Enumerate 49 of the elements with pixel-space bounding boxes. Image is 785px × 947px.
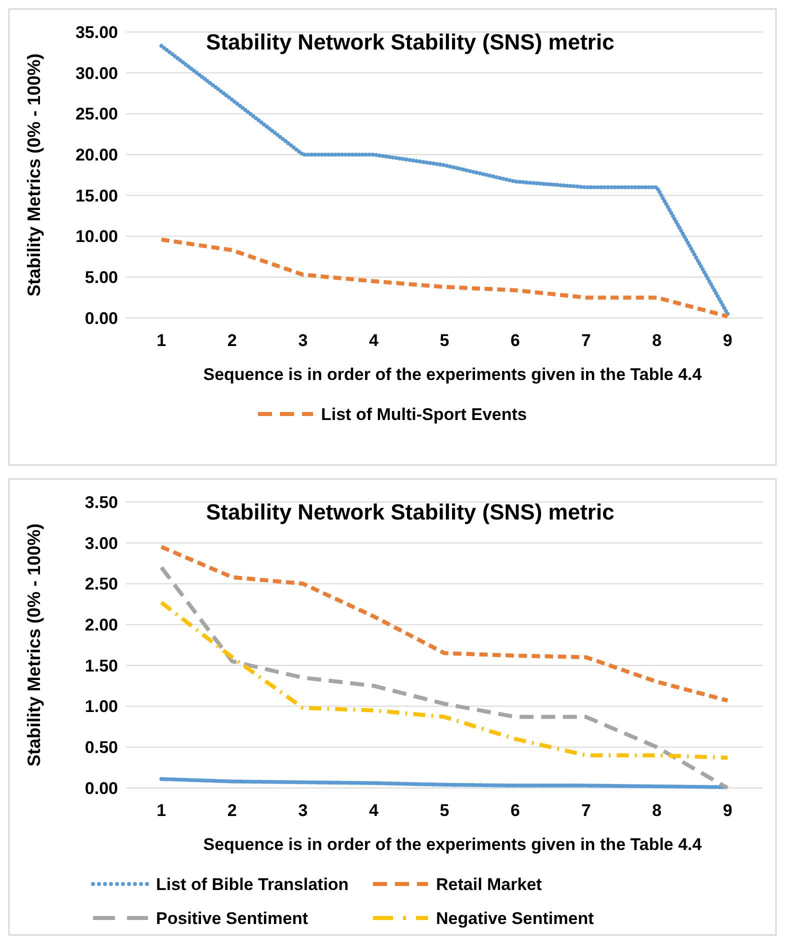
x-tick-label: 5 [440, 331, 450, 350]
x-tick-label: 4 [368, 331, 379, 350]
y-tick-label: 2.00 [84, 616, 118, 635]
y-tick-label: 20.00 [75, 146, 118, 165]
x-tick-label: 2 [227, 801, 237, 820]
chart-title: Stability Network Stability (SNS) metric [206, 30, 614, 55]
x-tick-label: 1 [156, 331, 166, 350]
x-tick-label: 8 [652, 801, 662, 820]
y-tick-label: 25.00 [75, 104, 118, 124]
x-tick-label: 3 [298, 801, 308, 820]
x-tick-label: 7 [581, 331, 591, 350]
line-series [159, 544, 730, 703]
x-tick-label: 9 [722, 331, 732, 350]
y-tick-label: 2.50 [84, 574, 118, 594]
y-tick-label: 15.00 [75, 186, 118, 206]
line-series [159, 600, 730, 760]
x-tick-label: 6 [510, 801, 520, 820]
x-tick-label: 4 [368, 801, 379, 820]
y-tick-label: 0.50 [84, 738, 118, 758]
legend-label: Positive Sentiment [156, 908, 308, 928]
line-series [159, 565, 730, 790]
legend-label: Retail Market [436, 874, 542, 894]
x-tick-label: 6 [510, 331, 520, 350]
y-tick-label: 1.50 [84, 656, 118, 676]
x-axis-title: Sequence is in order of the experiments given in the Table 4.4 [203, 835, 702, 854]
x-tick-label: 9 [722, 801, 732, 820]
legend-label: Negative Sentiment [436, 908, 594, 928]
y-axis-title: Stability Metrics (0% - 100%) [24, 523, 44, 767]
y-tick-label: 35.00 [75, 22, 118, 42]
legend-label: List of Multi-Sport Events [321, 404, 527, 424]
x-tick-label: 5 [440, 801, 450, 820]
chart-title: Stability Network Stability (SNS) metric [206, 500, 614, 525]
x-axis-title: Sequence is in order of the experiments given in the Table 4.4 [203, 365, 702, 384]
y-tick-label: 0.00 [84, 778, 118, 798]
y-tick-label: 3.50 [84, 492, 118, 512]
x-tick-label: 7 [581, 801, 591, 820]
line-series [159, 238, 730, 318]
y-tick-label: 5.00 [84, 268, 118, 288]
y-tick-label: 30.00 [75, 64, 118, 83]
y-tick-label: 3.00 [84, 534, 118, 553]
y-tick-label: 0.00 [84, 308, 118, 328]
legend-label: List of Bible Translation [156, 874, 349, 894]
x-tick-label: 1 [156, 801, 166, 820]
x-tick-label: 2 [227, 331, 237, 350]
y-tick-label: 1.00 [84, 697, 118, 716]
x-tick-label: 8 [652, 331, 662, 350]
x-tick-label: 3 [298, 331, 308, 350]
y-axis-title: Stability Metrics (0% - 100%) [24, 53, 44, 297]
y-tick-label: 10.00 [75, 227, 118, 246]
